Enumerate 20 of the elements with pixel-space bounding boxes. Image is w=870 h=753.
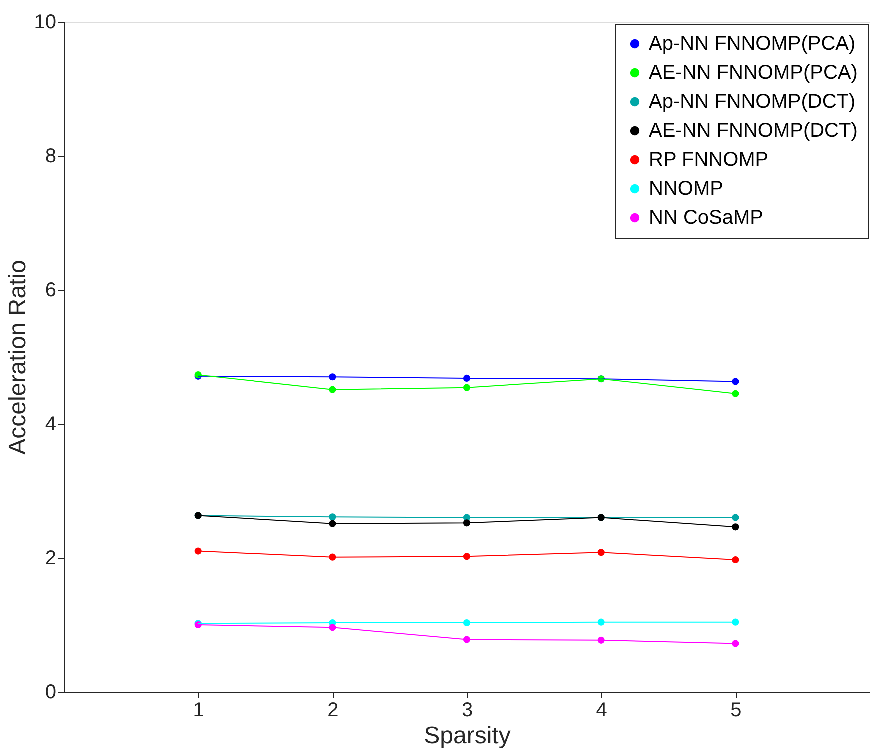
legend-label: Ap-NN FNNOMP(PCA): [649, 33, 856, 55]
y-tick-label: 8: [45, 146, 56, 168]
y-tick-label: 10: [34, 12, 56, 34]
x-tick-label: 3: [462, 700, 474, 722]
y-tick-label: 2: [45, 548, 56, 570]
legend-label: NN CoSaMP: [649, 207, 764, 229]
y-tick-label: 0: [45, 682, 56, 704]
legend-label: AE-NN FNNOMP(DCT): [649, 120, 858, 142]
legend-label: AE-NN FNNOMP(PCA): [649, 62, 858, 84]
x-axis-title: Sparsity: [424, 722, 511, 750]
legend-label: RP FNNOMP: [649, 149, 769, 171]
legend-label: Ap-NN FNNOMP(DCT): [649, 91, 856, 113]
x-tick-label: 4: [596, 700, 608, 722]
x-tick-label: 2: [328, 700, 339, 722]
legend-label: NNOMP: [649, 178, 724, 200]
y-tick-label: 4: [45, 414, 56, 436]
x-tick-label: 5: [730, 700, 742, 722]
y-tick-label: 6: [45, 280, 56, 302]
y-axis-title: Acceleration Ratio: [4, 260, 32, 455]
x-tick-label: 1: [193, 700, 204, 722]
